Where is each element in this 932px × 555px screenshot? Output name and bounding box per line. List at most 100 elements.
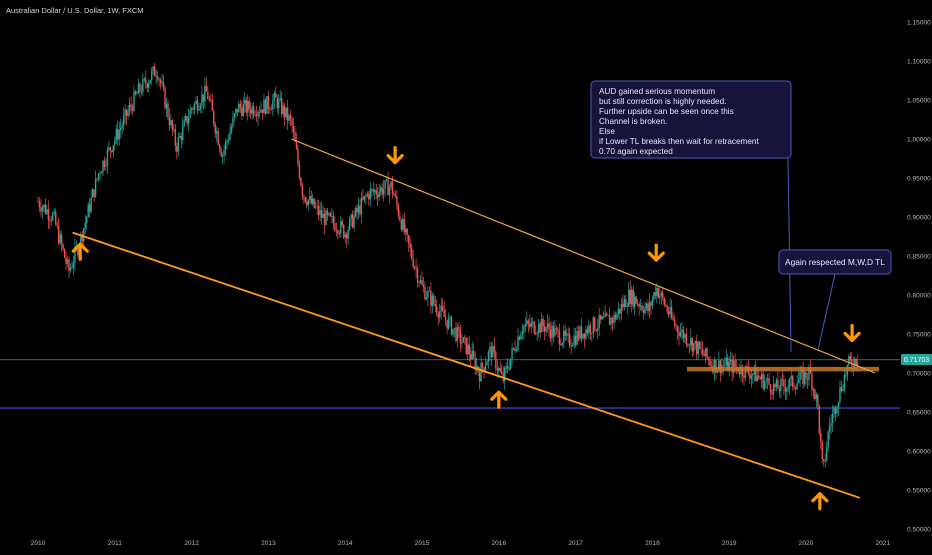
callout-line-1: AUD gained serious momentum	[599, 87, 715, 96]
candle-body-208	[344, 234, 346, 238]
candle-body-371	[585, 329, 587, 339]
candle-body-539	[833, 407, 835, 414]
candle-body-15	[59, 234, 61, 244]
candle-body-95	[177, 137, 180, 152]
candle-body-5	[44, 204, 47, 214]
candle-body-159	[272, 100, 274, 110]
candle-body-74	[146, 83, 148, 88]
candle-body-223	[366, 193, 369, 197]
candle-body-278	[447, 318, 450, 329]
candle-body-55	[118, 130, 120, 140]
candle-body-2	[40, 207, 42, 212]
candle-body-483	[750, 375, 753, 379]
candle-body-514	[796, 383, 798, 390]
candle-body-407	[638, 303, 640, 307]
candle-body-50	[111, 150, 113, 153]
candle-body-449	[700, 348, 702, 350]
candle-body-179	[301, 185, 304, 196]
candle-body-464	[722, 365, 724, 367]
candle-body-255	[413, 267, 416, 268]
candle-body-484	[752, 373, 754, 376]
candle-body-92	[173, 129, 175, 131]
arrow-down-icon-4	[843, 323, 861, 343]
candle-body-338	[536, 332, 538, 334]
candle-body-14	[57, 225, 60, 244]
candle-body-287	[461, 342, 463, 344]
candle-body-146	[252, 106, 255, 115]
arrow-up-icon-5	[811, 492, 829, 511]
candle-body-440	[687, 344, 689, 346]
candle-body-503	[780, 379, 782, 392]
candle-body-242	[394, 195, 397, 197]
candle-body-344	[545, 327, 547, 332]
candle-body-537	[830, 423, 832, 426]
candle-body-213	[351, 214, 354, 228]
candle-body-427	[667, 311, 670, 315]
candle-body-432	[675, 325, 677, 327]
candle-body-263	[425, 297, 428, 300]
candle-body-378	[595, 330, 597, 332]
candle-body-77	[151, 71, 153, 80]
candle-body-377	[594, 317, 596, 331]
candle-body-10	[52, 213, 54, 221]
candle-body-118	[211, 100, 213, 111]
candle-body-382	[601, 316, 603, 320]
candle-body-446	[696, 340, 698, 355]
candle-body-352	[557, 328, 559, 331]
candle-body-491	[762, 373, 764, 389]
candle-body-392	[616, 314, 618, 320]
candle-body-327	[520, 334, 522, 340]
candle-body-387	[608, 315, 611, 325]
candle-body-8	[49, 219, 51, 221]
candle-body-64	[131, 106, 134, 111]
candle-body-204	[338, 233, 340, 234]
candle-body-176	[297, 149, 299, 164]
candle-body-102	[187, 117, 190, 124]
candle-body-525	[812, 389, 815, 391]
candle-body-447	[697, 342, 699, 355]
candle-body-259	[419, 280, 422, 283]
candle-body-469	[729, 359, 732, 362]
candle-body-231	[378, 191, 380, 198]
candle-body-555	[856, 363, 859, 366]
candle-body-455	[709, 359, 711, 366]
candle-body-500	[775, 379, 778, 388]
candle-body-541	[836, 408, 838, 414]
candle-body-479	[744, 365, 747, 378]
chart-title: Australian Dollar / U.S. Dollar, 1W, FXC…	[6, 6, 144, 15]
candle-body-225	[369, 189, 372, 200]
candle-body-397	[623, 299, 626, 308]
candle-body-307	[490, 346, 493, 358]
candle-body-149	[257, 112, 259, 117]
candle-body-450	[701, 349, 704, 354]
candle-body-448	[698, 342, 701, 349]
candle-body-189	[316, 205, 318, 207]
candle-body-153	[263, 99, 265, 114]
candle-body-373	[588, 325, 590, 333]
candle-body-370	[583, 333, 586, 339]
candle-body-40	[96, 178, 98, 180]
candle-body-59	[124, 109, 126, 117]
candle-body-403	[632, 289, 634, 307]
candle-body-472	[734, 360, 736, 367]
candle-body-544	[840, 387, 843, 391]
candle-body-253	[410, 248, 413, 259]
candle-body-492	[763, 381, 766, 389]
candle-body-105	[192, 108, 194, 110]
arrow-up-icon-3	[490, 390, 508, 409]
candle-body-181	[304, 197, 307, 203]
candle-body-20	[66, 259, 69, 264]
callout-line-3: Further upside can be seen once this	[599, 107, 734, 116]
candle-body-458	[713, 360, 716, 373]
candle-body-154	[264, 99, 267, 114]
candle-body-389	[611, 318, 614, 323]
candle-body-438	[684, 334, 686, 339]
candle-body-78	[152, 66, 154, 72]
candle-body-388	[610, 318, 612, 325]
candle-body-325	[517, 336, 519, 350]
candle-body-416	[651, 299, 654, 306]
candle-body-351	[555, 328, 558, 330]
candle-body-210	[347, 230, 349, 239]
candle-body-232	[379, 187, 382, 192]
candle-body-252	[409, 243, 411, 249]
